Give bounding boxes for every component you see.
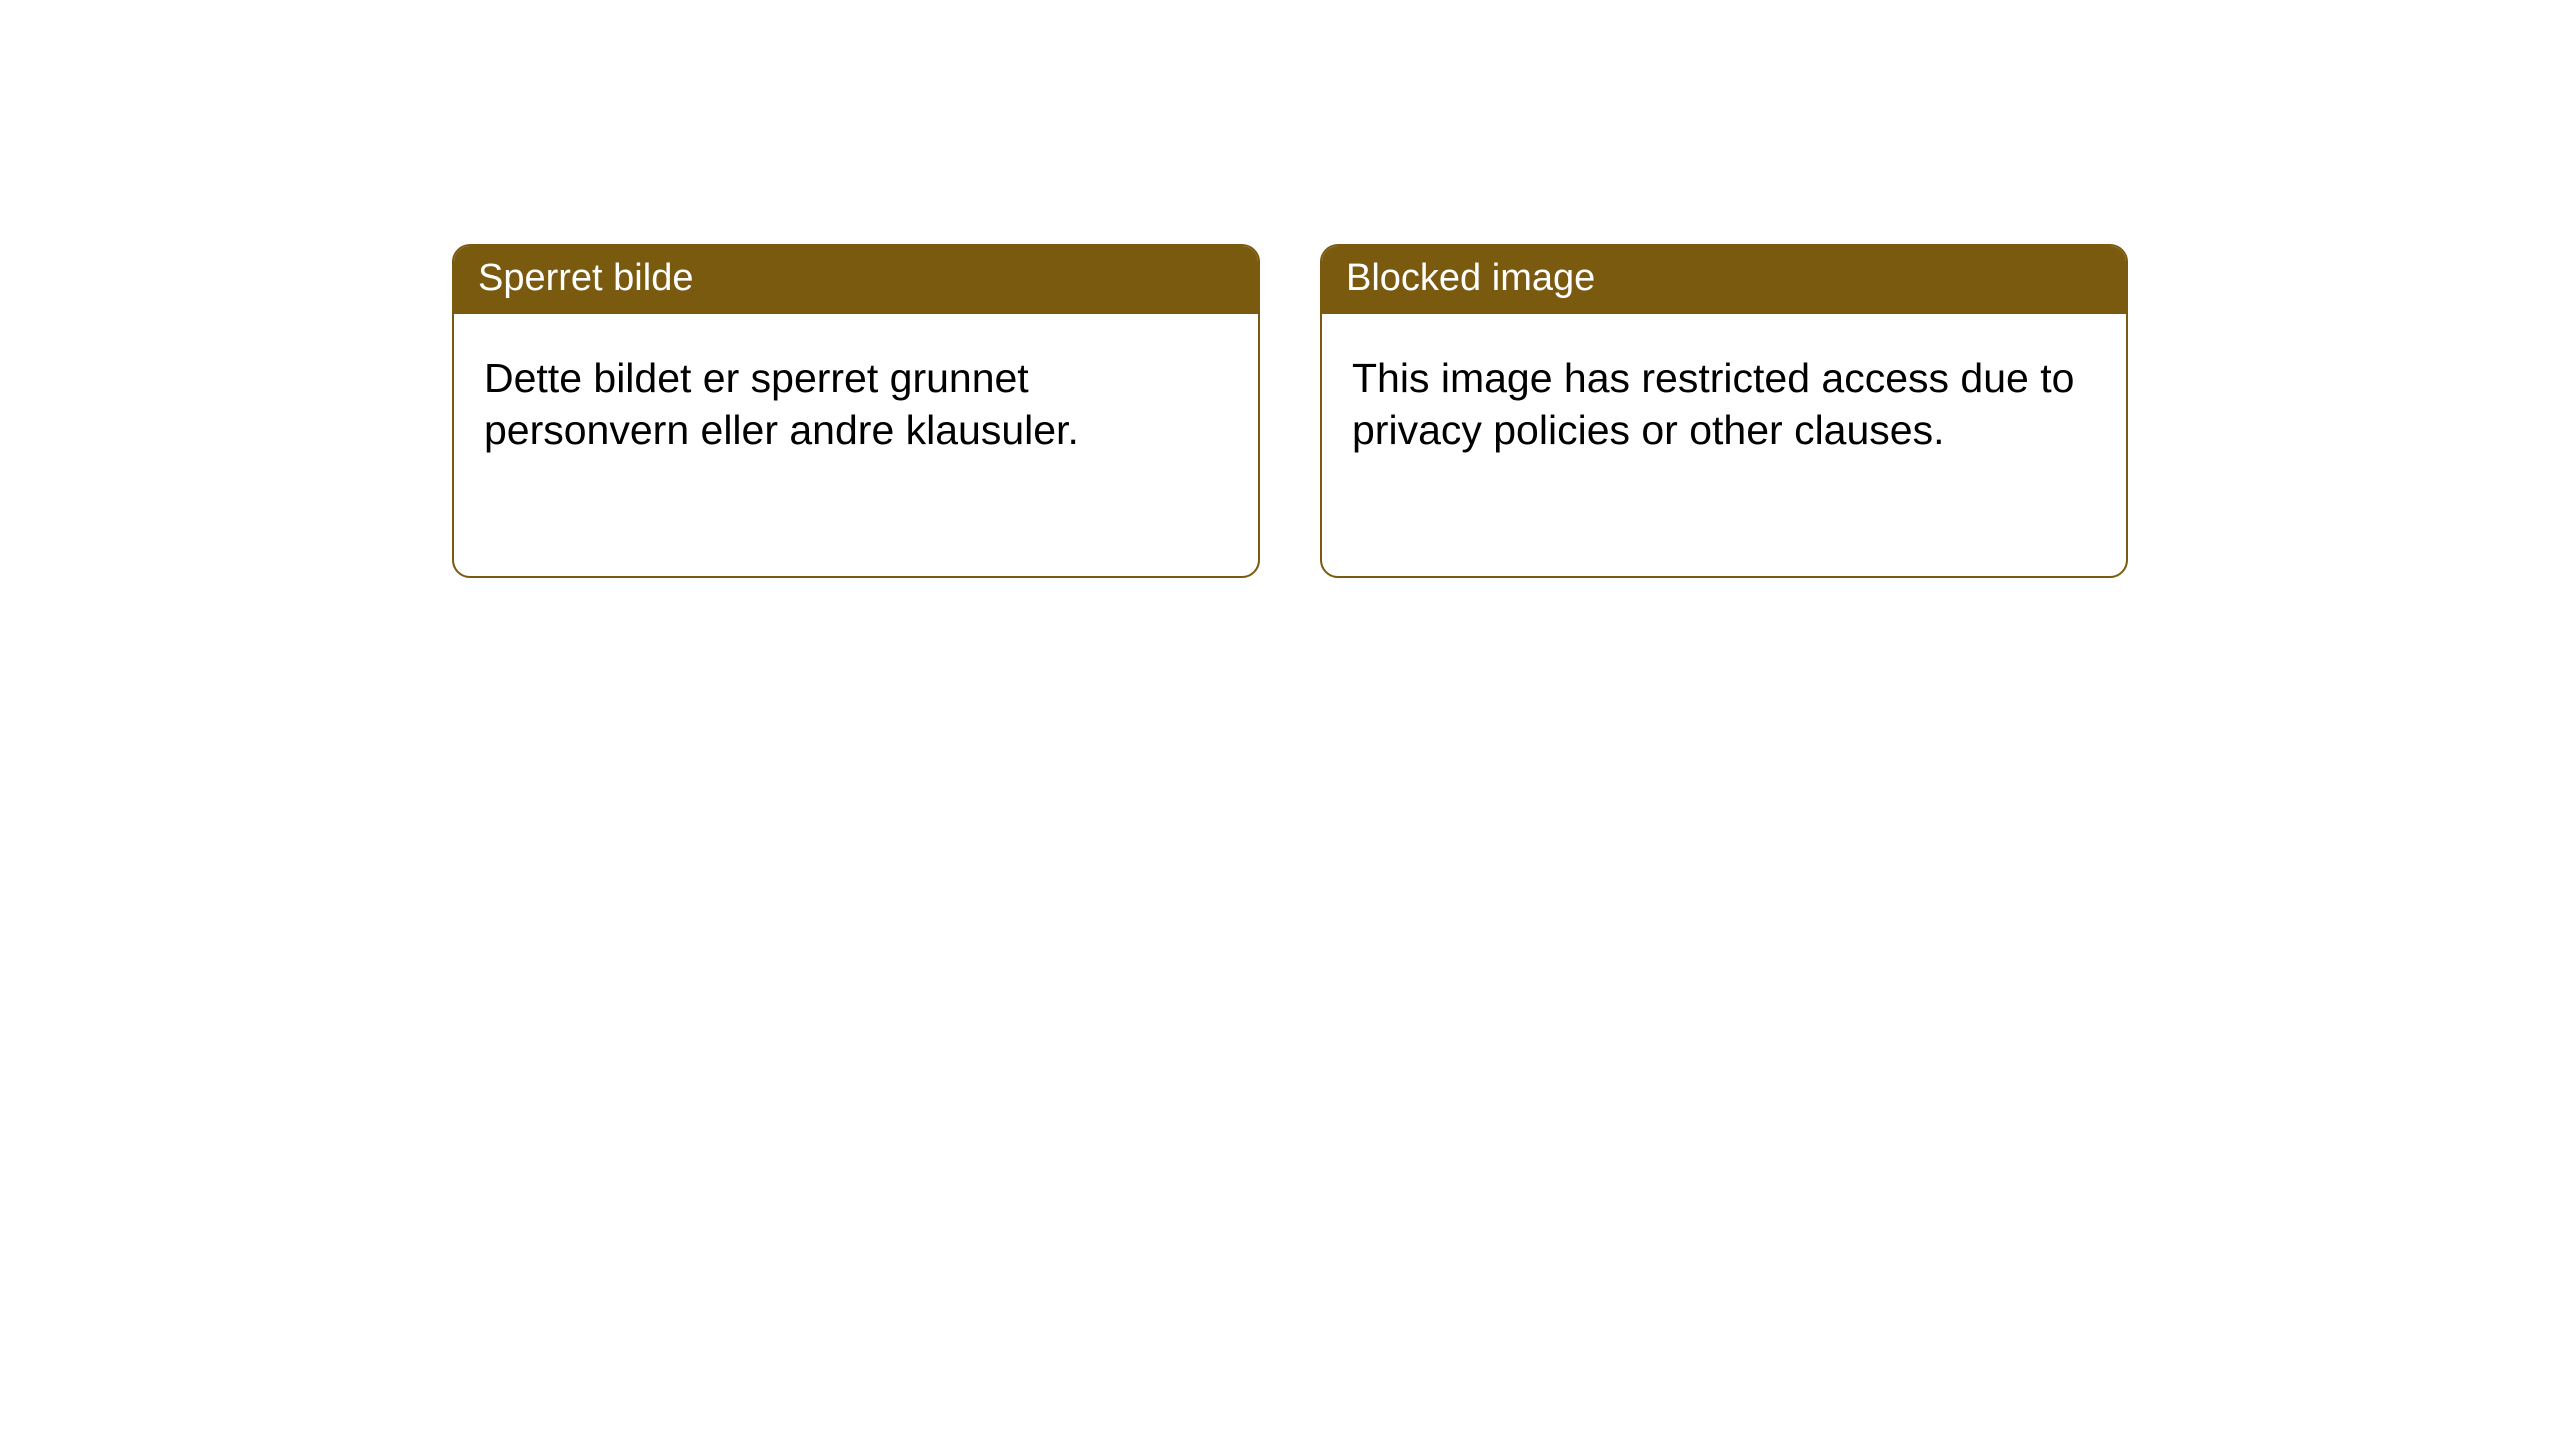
card-body: This image has restricted access due to … (1322, 314, 2126, 487)
cards-container: Sperret bilde Dette bildet er sperret gr… (0, 0, 2560, 578)
card-body: Dette bildet er sperret grunnet personve… (454, 314, 1258, 487)
blocked-image-card-en: Blocked image This image has restricted … (1320, 244, 2128, 578)
card-header: Sperret bilde (454, 246, 1258, 314)
card-header: Blocked image (1322, 246, 2126, 314)
blocked-image-card-no: Sperret bilde Dette bildet er sperret gr… (452, 244, 1260, 578)
